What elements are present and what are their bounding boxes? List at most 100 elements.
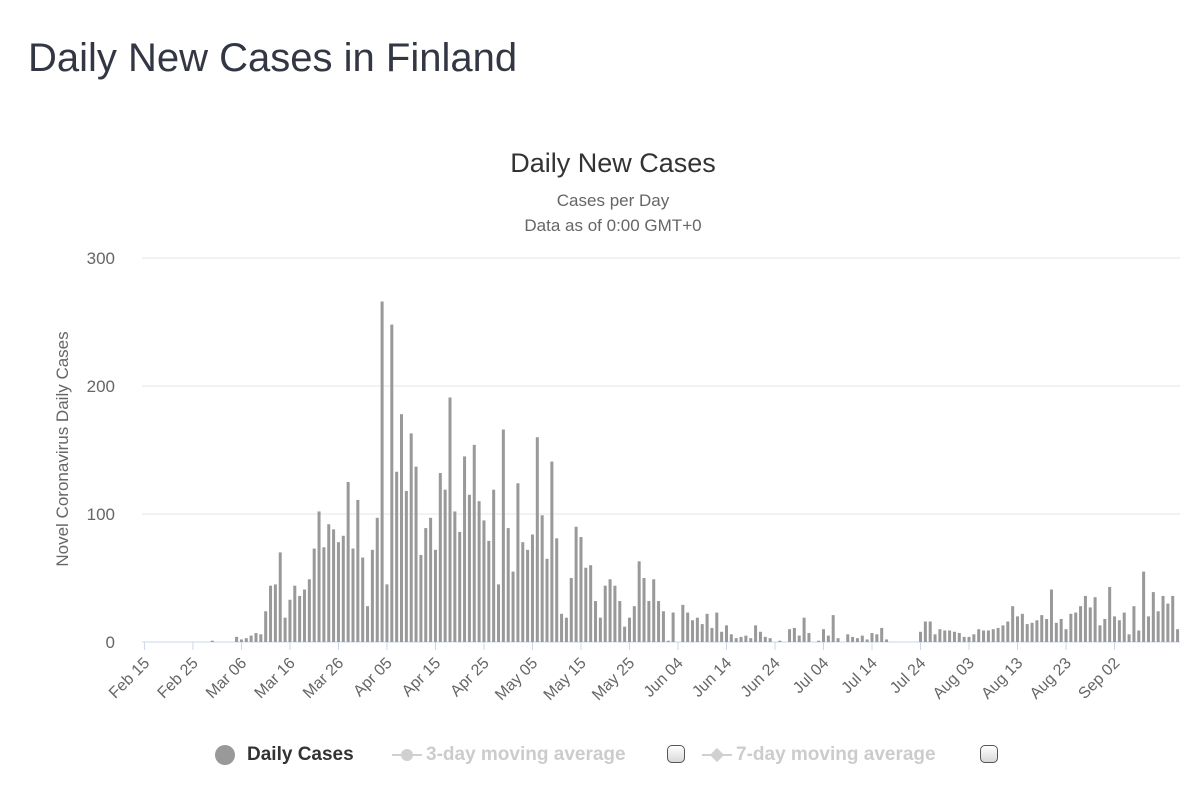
bar: [535, 437, 539, 642]
bar: [1146, 616, 1150, 642]
bar: [1069, 613, 1073, 642]
bar: [1064, 629, 1068, 642]
checkbox-7-day-average[interactable]: [980, 745, 998, 763]
bar: [526, 549, 530, 642]
bar: [1161, 595, 1165, 642]
bar: [458, 531, 462, 642]
bar: [448, 397, 452, 642]
bar: [715, 612, 719, 642]
legend-item-3-day-average[interactable]: 3-day moving average: [392, 737, 626, 773]
legend-item-daily-cases[interactable]: Daily Cases: [215, 737, 354, 773]
bar: [414, 466, 418, 642]
bar: [724, 625, 728, 642]
bar: [1137, 630, 1141, 642]
bar: [1045, 618, 1049, 642]
bar: [574, 526, 578, 642]
bar: [409, 433, 413, 642]
bar: [361, 557, 365, 642]
y-tick-label: 0: [106, 633, 115, 652]
bar: [1113, 616, 1117, 642]
bar: [424, 528, 428, 642]
bar: [700, 624, 704, 642]
x-tick-label: Aug 23: [1027, 655, 1075, 703]
bar: [438, 473, 442, 642]
bar: [686, 612, 690, 642]
bar: [1025, 624, 1029, 642]
bar: [1079, 606, 1083, 642]
x-tick-label: Jun 04: [641, 655, 687, 701]
bar: [492, 489, 496, 642]
bar: [691, 620, 695, 642]
x-tick-label: Aug 13: [978, 655, 1026, 703]
bar: [579, 537, 583, 642]
legend-item-7-day-average[interactable]: 7-day moving average: [702, 737, 936, 773]
bar: [273, 584, 277, 642]
bar: [1156, 611, 1160, 642]
line-circle-marker-icon: [392, 745, 422, 765]
bar: [817, 640, 821, 642]
bar: [778, 640, 782, 642]
grid-lines: [142, 257, 1180, 643]
bar: [366, 606, 370, 642]
bar: [511, 571, 515, 642]
bar: [618, 601, 622, 642]
bar: [938, 629, 942, 642]
bar: [1011, 606, 1015, 642]
bar: [681, 604, 685, 642]
bar: [734, 638, 738, 642]
bar: [1083, 595, 1087, 642]
y-axis-label: Novel Coronavirus Daily Cases: [53, 331, 72, 566]
bar: [1040, 615, 1044, 642]
bar: [385, 584, 389, 642]
bar: [1074, 612, 1078, 642]
bar: [298, 595, 302, 642]
bar: [346, 482, 350, 642]
bar: [632, 606, 636, 642]
bar: [647, 601, 651, 642]
bar: [380, 301, 384, 642]
x-tick-label: Apr 05: [350, 655, 395, 700]
x-tick-label: May 25: [589, 655, 638, 704]
bar: [821, 629, 825, 642]
bar: [1001, 625, 1005, 642]
bar: [608, 579, 612, 642]
bar: [739, 636, 743, 642]
bar: [1020, 613, 1024, 642]
bar: [768, 638, 772, 642]
bar: [327, 524, 331, 642]
bar: [1016, 616, 1020, 642]
bar: [443, 489, 447, 642]
bar: [797, 635, 801, 642]
x-tick-label: Jul 04: [790, 655, 832, 697]
bar: [317, 511, 321, 642]
x-tick-label: Mar 16: [252, 655, 299, 702]
bars: [210, 301, 1180, 642]
bar: [589, 565, 593, 642]
x-tick-label: Jul 14: [839, 655, 881, 697]
x-tick-label: Jul 24: [887, 655, 929, 697]
bar: [972, 634, 976, 642]
bar: [370, 549, 374, 642]
bar: [962, 636, 966, 642]
x-tick-label: Jun 14: [689, 655, 735, 701]
bar: [463, 456, 467, 642]
bar: [671, 612, 675, 642]
bar: [302, 589, 306, 642]
bar: [1049, 589, 1053, 642]
y-tick-label: 100: [87, 505, 115, 524]
page-title: Daily New Cases in Finland: [28, 36, 518, 80]
legend-label-7-day-average: 7-day moving average: [736, 744, 936, 765]
bar: [1030, 622, 1034, 642]
bar: [550, 461, 554, 642]
bar: [637, 561, 641, 642]
y-tick-label: 300: [87, 249, 115, 268]
bar: [351, 548, 355, 642]
checkbox-3-day-average[interactable]: [667, 745, 685, 763]
bar: [594, 601, 598, 642]
bar: [661, 611, 665, 642]
bar: [836, 638, 840, 642]
bar: [749, 638, 753, 642]
bar: [1093, 597, 1097, 642]
bar: [991, 629, 995, 642]
